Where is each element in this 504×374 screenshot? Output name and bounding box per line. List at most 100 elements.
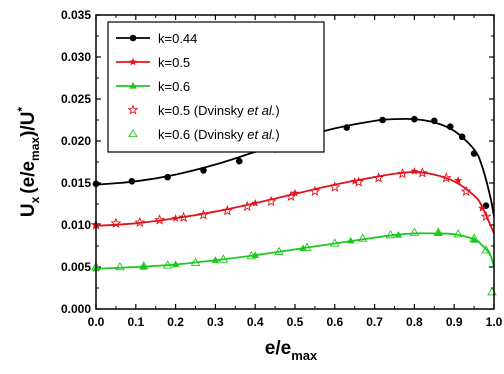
x-tick-label: 0.1 [127,315,144,329]
data-point-k-0-6-dvinsky-et-al [330,238,340,247]
data-point-k-0-5-dvinsky-et-al [309,185,321,197]
y-axis-title-sup: * [15,107,29,112]
x-tick-label: 0.3 [207,315,224,329]
data-point-k-0-6-dvinsky-et-al [385,229,396,239]
legend-label-k-0-5-dvinsky-et-al: k=0.5 (Dvinsky et al.) [158,103,280,118]
legend-marker-k-0-6 [129,82,137,89]
data-point-k-0-5-dvinsky-et-al [353,176,365,187]
data-point-k-0-5-dvinsky-et-al [440,172,452,183]
data-point-k-0-5 [477,203,487,212]
y-axis-title-part: )/U [18,112,39,137]
legend-marker-k-0-6-dvinsky-et-al [128,128,138,138]
x-tick-label: 0.2 [167,315,184,329]
data-point-k-0-6 [394,231,403,238]
x-axis-title: e/emax [265,338,318,363]
x-tick-label: 0.8 [406,315,423,329]
legend-label-k-0-5: k=0.5 [158,55,190,70]
y-axis-title-part: (e/e [18,161,39,194]
data-point-k-0-44 [470,150,478,157]
series-line-k-0-5 [95,171,495,234]
data-point-k-0-44 [379,116,386,124]
data-point-k-0-6-dvinsky-et-al [190,257,201,266]
legend-label-part: et al. [247,127,275,142]
data-point-k-0-6-dvinsky-et-al [409,227,420,236]
x-axis-ticks: 0.0 0.1 0.2 0.3 0.4 0.5 0.6 0.7 0.8 0.9 1.0 [88,15,503,329]
data-point-k-0-6 [139,263,148,270]
data-point-k-0-44 [411,115,418,123]
data-point-k-0-5-dvinsky-et-al [134,216,146,228]
data-point-k-0-5 [454,176,463,184]
data-point-k-0-5-dvinsky-et-al [265,195,277,207]
data-point-k-0-5 [290,188,300,197]
x-tick-label: 0.5 [287,315,304,329]
x-tick-label: 1.0 [486,315,503,329]
data-point-k-0-6 [346,236,355,244]
data-point-k-0-6-dvinsky-et-al [162,260,173,269]
data-point-k-0-5-dvinsky-et-al [373,172,385,183]
legend-label-part: ) [275,127,279,142]
legend-box [107,21,325,153]
data-point-k-0-5-dvinsky-et-al [241,200,253,212]
data-point-k-0-6 [211,256,220,263]
data-point-k-0-6-dvinsky-et-al [433,227,444,236]
series-line-k-0-6 [95,232,495,270]
x-tick-label: 0.7 [366,315,383,329]
y-tick-label: 0.010 [61,218,91,232]
data-point-k-0-6-dvinsky-et-al [487,287,497,296]
data-point-k-0-44 [343,124,351,131]
data-point-k-0-44 [446,123,454,131]
data-point-k-0-44 [164,173,171,181]
data-point-k-0-5-dvinsky-et-al [480,210,492,222]
data-point-k-0-6 [434,229,443,236]
legend-marker-k-0-44 [129,34,137,42]
y-axis-title: Ux (e/emax)/U* [15,107,42,218]
data-point-k-0-5-dvinsky-et-al [110,217,122,228]
data-point-k-0-5-dvinsky-et-al [178,211,190,223]
x-tick-label: 0.0 [88,315,105,329]
legend-label-part: ) [275,103,279,118]
legend-label-k-0-6-dvinsky-et-al: k=0.6 (Dvinsky et al.) [158,127,280,142]
x-tick-label: 0.9 [446,315,463,329]
y-axis-title-sub: max [28,137,42,161]
y-tick-label: 0.005 [61,260,91,274]
data-point-k-0-5-dvinsky-et-al [221,204,233,216]
data-point-k-0-44 [128,178,136,185]
y-tick-label: 0.000 [61,302,91,316]
data-point-k-0-5-dvinsky-et-al [197,209,209,220]
legend-label-part: et al. [247,103,275,118]
legend-label-part: k=0.5 (Dvinsky [158,103,247,118]
data-point-k-0-6-dvinsky-et-al [246,250,256,260]
data-point-k-0-44 [431,117,438,125]
x-tick-label: 0.4 [247,315,264,329]
data-point-k-0-5-dvinsky-et-al [416,167,428,178]
y-tick-label: 0.030 [61,50,91,64]
data-point-k-0-44 [200,167,207,174]
y-tick-label: 0.020 [61,134,91,148]
plot-area-frame [95,14,495,310]
y-axis-title-sub: x [28,196,42,203]
y-tick-label: 0.015 [61,176,91,190]
data-point-k-0-44 [458,133,466,141]
legend-marker-k-0-5 [128,57,138,66]
data-point-k-0-5 [410,166,419,175]
data-point-k-0-44 [235,157,243,165]
data-point-k-0-6-dvinsky-et-al [115,261,125,271]
data-point-k-0-6-dvinsky-et-al [138,261,149,270]
legend-label-part: k=0.6 (Dvinsky [158,127,247,142]
y-tick-label: 0.025 [61,92,91,106]
data-point-k-0-6-dvinsky-et-al [469,233,479,242]
y-tick-label: 0.035 [61,8,91,22]
legend-label-k-0-44: k=0.44 [158,31,197,46]
x-axis-title-sub: max [291,348,318,363]
legend: k=0.44k=0.5k=0.6k=0.5 (Dvinsky et al.)k=… [107,21,325,153]
data-point-k-0-6 [299,244,307,252]
legend-label-k-0-6: k=0.6 [158,79,190,94]
data-point-k-0-6-dvinsky-et-al [218,254,229,263]
y-axis-ticks: 0.000 0.005 0.010 0.015 0.020 0.025 0.030 0.035 [61,8,494,316]
data-point-k-0-6 [171,260,180,268]
data-point-k-0-6-dvinsky-et-al [302,242,312,251]
data-point-k-0-6-dvinsky-et-al [274,246,284,256]
data-point-k-0-5 [171,213,180,222]
legend-marker-k-0-5-dvinsky-et-al [127,104,139,115]
